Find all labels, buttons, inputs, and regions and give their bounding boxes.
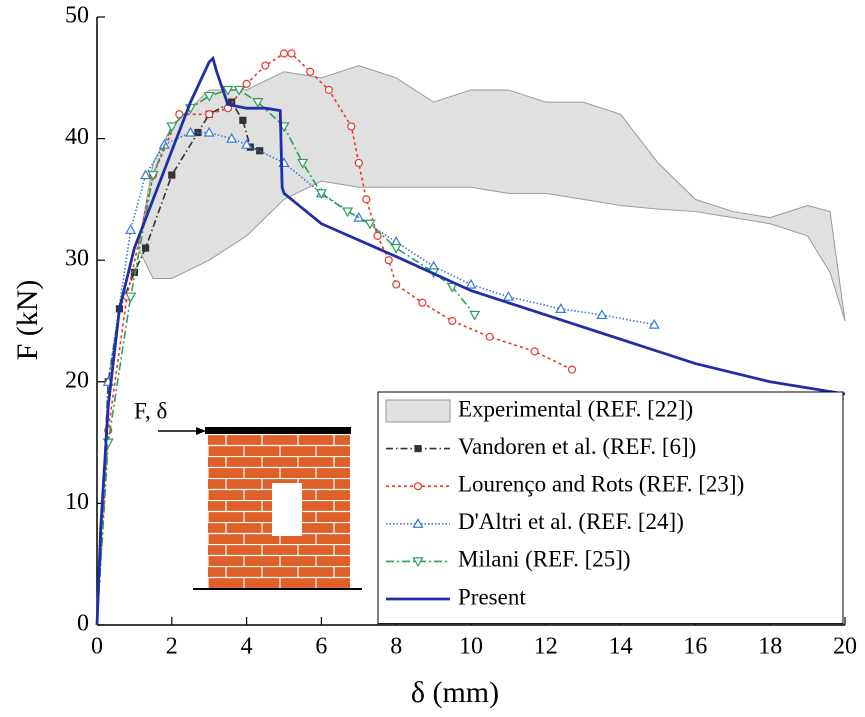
marker — [147, 170, 159, 181]
series-line — [96, 52, 573, 626]
marker — [412, 518, 424, 528]
legend: Experimental (REF. [22]) Vandoren et al. … — [377, 391, 844, 625]
marker — [205, 110, 214, 119]
x-tick-label: 8 — [390, 634, 402, 660]
marker — [354, 158, 363, 168]
y-tick-label: 20 — [65, 367, 89, 393]
load-arrowhead — [196, 427, 206, 435]
legend-box — [377, 391, 844, 625]
marker — [315, 189, 327, 200]
marker — [256, 147, 264, 155]
marker — [175, 110, 184, 119]
marker — [530, 347, 539, 356]
marker — [125, 292, 137, 303]
marker — [418, 298, 427, 307]
marker — [239, 116, 247, 124]
marker — [412, 557, 424, 568]
legend-label: Vandoren et al. (REF. [6]) — [458, 434, 696, 459]
marker — [297, 158, 309, 169]
legend-label: D'Altri et al. (REF. [24]) — [458, 509, 684, 534]
x-axis-label: δ (mm) — [411, 676, 499, 709]
legend-label: Lourenço and Rots (REF. [23]) — [458, 471, 744, 496]
marker — [226, 132, 238, 143]
marker — [184, 126, 197, 137]
legend-label: Present — [458, 584, 526, 609]
marker — [324, 85, 333, 95]
marker — [448, 316, 457, 326]
marker — [364, 219, 376, 230]
marker — [242, 79, 251, 88]
marker — [392, 280, 401, 289]
x-tick-label: 6 — [315, 634, 327, 660]
x-tick-label: 10 — [459, 634, 483, 660]
series-line — [95, 55, 846, 626]
marker — [203, 126, 215, 137]
x-tick-label: 18 — [758, 634, 782, 660]
marker — [342, 207, 354, 218]
marker — [287, 49, 296, 58]
marker — [347, 122, 356, 131]
marker — [648, 318, 660, 329]
marker — [413, 482, 423, 491]
marker — [252, 98, 264, 108]
series — [137, 65, 846, 322]
x-tick-label: 0 — [91, 634, 103, 660]
y-tick-label: 10 — [65, 489, 89, 515]
marker — [279, 49, 289, 58]
plot-area: 0 2 4 6 8 10 12 14 16 18 20 0 10 20 30 40 50 — [65, 3, 857, 660]
marker — [390, 243, 402, 254]
x-tick-label: 20 — [833, 634, 857, 660]
band-area — [137, 65, 846, 322]
inset-wall: F, δ — [134, 398, 362, 590]
legend-label: Milani (REF. [25]) — [458, 547, 631, 572]
marker — [166, 122, 178, 133]
wall-opening — [272, 483, 302, 536]
marker — [373, 231, 382, 240]
marker — [502, 290, 514, 301]
marker — [384, 256, 393, 265]
legend-label: Experimental (REF. [22]) — [458, 396, 693, 421]
inset-label: F, δ — [134, 398, 167, 423]
legend-swatch — [385, 399, 451, 423]
marker — [125, 224, 137, 234]
x-tick-label: 16 — [683, 634, 707, 660]
marker — [142, 244, 150, 252]
marker — [485, 332, 494, 341]
marker — [140, 169, 152, 180]
marker — [469, 310, 481, 321]
top-beam — [205, 427, 351, 434]
marker — [596, 309, 608, 320]
marker — [168, 171, 176, 179]
marker — [241, 138, 253, 149]
series — [95, 55, 846, 626]
marker — [233, 85, 245, 96]
marker — [465, 278, 477, 289]
marker — [414, 445, 422, 453]
y-axis-label: F (kN) — [11, 280, 44, 361]
marker — [306, 67, 315, 76]
marker — [222, 85, 234, 96]
y-tick-label: 0 — [77, 611, 89, 637]
y-tick-label: 50 — [65, 3, 89, 29]
x-tick-label: 12 — [534, 634, 558, 660]
x-tick-label: 14 — [609, 634, 633, 660]
marker — [567, 365, 577, 374]
marker — [362, 195, 371, 204]
y-tick-label: 30 — [65, 246, 89, 272]
y-tick-label: 40 — [65, 124, 89, 150]
x-tick-label: 2 — [166, 634, 178, 660]
x-tick-label: 4 — [241, 634, 253, 660]
marker — [555, 303, 567, 313]
marker — [261, 61, 270, 70]
marker — [203, 91, 215, 102]
